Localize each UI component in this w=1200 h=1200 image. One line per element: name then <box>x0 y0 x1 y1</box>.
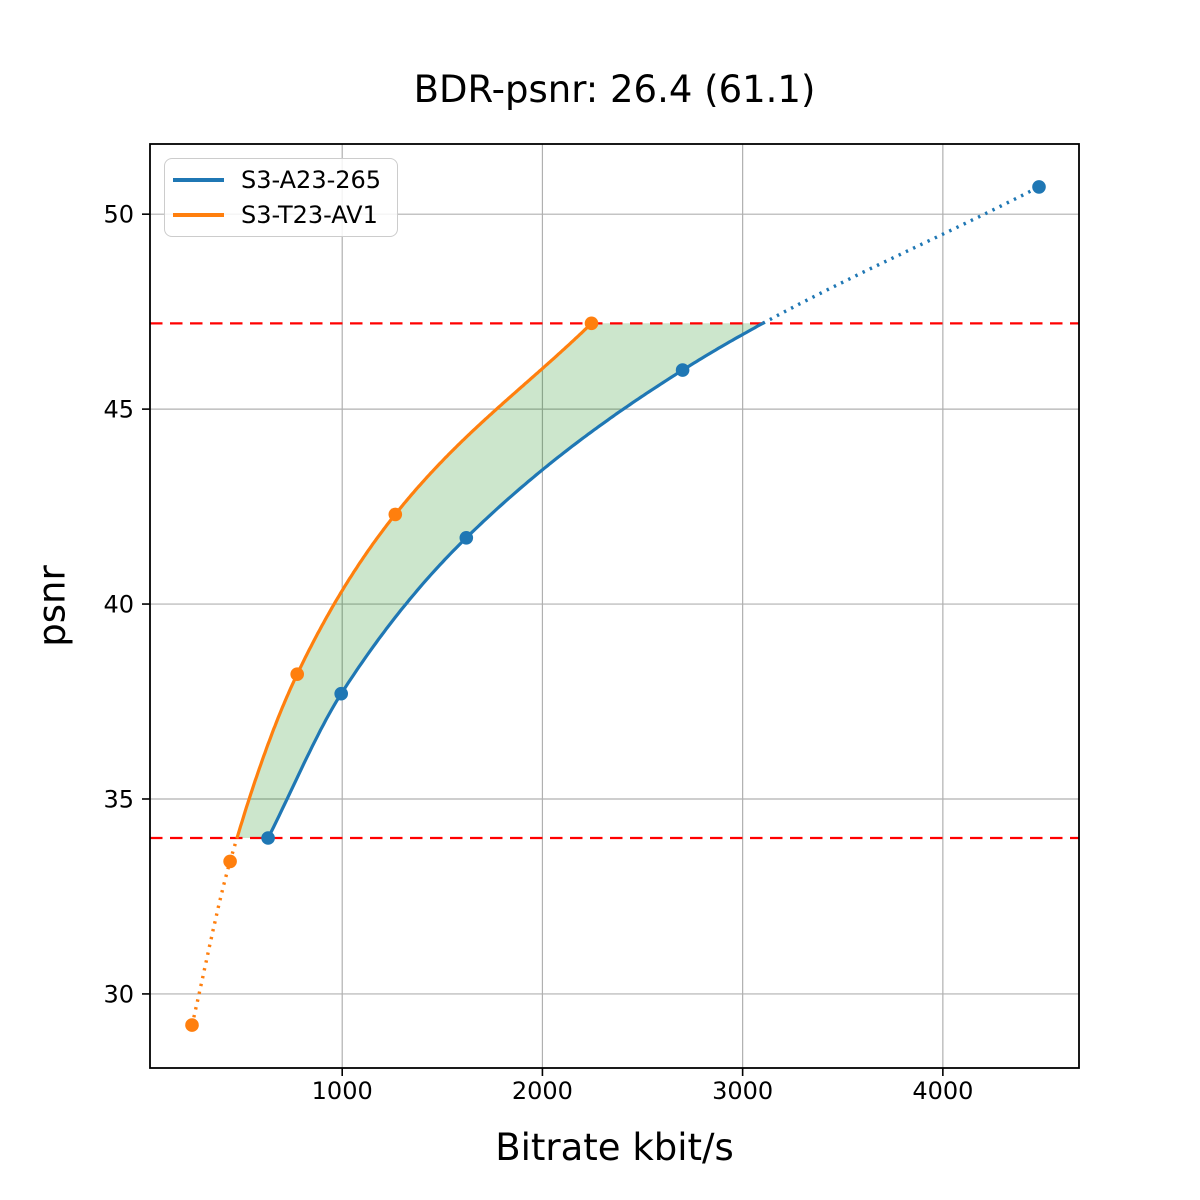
chart-title: BDR-psnr: 26.4 (61.1) <box>413 68 816 111</box>
y-tick-label: 30 <box>103 980 134 1008</box>
legend: S3-A23-265 S3-T23-AV1 <box>164 158 398 237</box>
data-point <box>388 507 403 522</box>
axis-ticks: 1000 2000 3000 4000 30 35 40 45 50 <box>103 201 973 1105</box>
y-tick-label: 50 <box>103 201 134 229</box>
x-tick-label: 1000 <box>312 1077 373 1105</box>
legend-line-swatch <box>173 178 224 182</box>
y-tick-label: 45 <box>103 396 134 424</box>
x-axis-label: Bitrate kbit/s <box>495 1126 734 1169</box>
legend-label: S3-T23-AV1 <box>241 201 378 229</box>
series-S3-T23-AV1 <box>185 316 599 1032</box>
legend-line-swatch <box>173 213 224 217</box>
data-point <box>459 531 474 545</box>
data-point <box>261 831 275 845</box>
plot-border <box>149 143 1080 1069</box>
legend-item-S3-A23-265: S3-A23-265 <box>165 163 397 197</box>
bd-overlap-fill <box>237 323 763 838</box>
curve-dotted <box>761 185 1040 325</box>
y-tick-label: 40 <box>103 591 134 619</box>
data-point <box>584 316 599 331</box>
x-tick-label: 3000 <box>712 1077 773 1105</box>
y-tick-label: 35 <box>103 785 134 813</box>
legend-label: S3-A23-265 <box>241 166 382 194</box>
data-point <box>185 1018 199 1032</box>
data-point <box>290 667 305 681</box>
data-point <box>675 363 690 377</box>
x-tick-label: 4000 <box>912 1077 973 1105</box>
series-S3-A23-265 <box>261 180 1046 845</box>
data-point <box>334 686 349 701</box>
data-point <box>1032 180 1046 194</box>
x-tick-label: 2000 <box>512 1077 573 1105</box>
data-point <box>223 854 237 869</box>
grid <box>150 144 1079 1068</box>
legend-item-S3-T23-AV1: S3-T23-AV1 <box>165 198 397 232</box>
y-axis-label: psnr <box>30 565 74 647</box>
